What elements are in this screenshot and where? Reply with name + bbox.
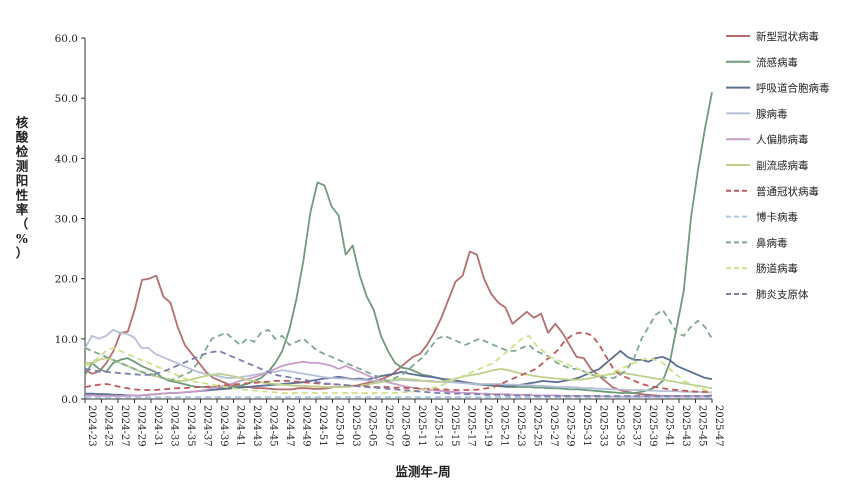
x-tick-label: 2025-07 — [383, 405, 394, 447]
x-tick-label: 2025-39 — [647, 405, 658, 447]
legend-label-5: 副流感病毒 — [756, 159, 809, 172]
y-axis-ticks: 0.0 10.0 20.0 30.0 40.0 50.0 60.0 — [55, 33, 85, 406]
series-line-8 — [84, 309, 713, 382]
legend-label-9: 肠道病毒 — [756, 262, 798, 275]
x-tick-label: 2024-29 — [136, 405, 147, 447]
x-tick-label: 2024-31 — [152, 405, 163, 447]
x-tick-label: 2025-41 — [664, 405, 675, 447]
legend-label-6: 普通冠状病毒 — [756, 185, 819, 198]
legend-label-0: 新型冠状病毒 — [756, 30, 819, 43]
x-tick-label: 2025-19 — [482, 405, 493, 447]
x-tick-label: 2025-05 — [367, 405, 378, 447]
legend-label-3: 腺病毒 — [756, 107, 788, 120]
series-line-9 — [84, 334, 713, 394]
x-tick-label: 2024-33 — [169, 405, 180, 447]
series-line-1 — [84, 92, 713, 394]
x-tick-label: 2024-37 — [202, 405, 213, 447]
y-tick-label: 40.0 — [55, 153, 78, 165]
x-tick-label: 2024-27 — [119, 405, 130, 447]
x-tick-label: 2024-39 — [218, 405, 229, 447]
y-tick-label: 30.0 — [55, 214, 78, 226]
x-tick-label: 2025-17 — [466, 405, 477, 447]
x-tick-label: 2025-23 — [515, 405, 526, 447]
x-tick-label: 2024-51 — [317, 405, 328, 447]
x-tick-label: 2025-13 — [433, 405, 444, 447]
x-tick-label: 2024-49 — [301, 405, 312, 447]
x-tick-label: 2025-43 — [680, 405, 691, 447]
x-tick-label: 2025-25 — [532, 405, 543, 447]
series-lines — [84, 92, 713, 399]
legend-label-8: 鼻病毒 — [756, 236, 788, 249]
x-tick-label: 2024-45 — [268, 405, 279, 447]
x-tick-label: 2024-25 — [103, 405, 114, 447]
x-tick-label: 2025-31 — [581, 405, 592, 447]
y-tick-label: 60.0 — [55, 33, 78, 45]
x-tick-label: 2024-43 — [251, 405, 262, 447]
y-tick-label: 10.0 — [55, 334, 78, 346]
legend: 新型冠状病毒流感病毒呼吸道合胞病毒腺病毒人偏肺病毒副流感病毒普通冠状病毒博卡病毒… — [726, 30, 830, 301]
x-tick-label: 2025-29 — [565, 405, 576, 447]
legend-label-4: 人偏肺病毒 — [756, 133, 809, 146]
y-tick-label: 0.0 — [61, 394, 78, 406]
x-tick-label: 2025-37 — [631, 405, 642, 447]
x-tick-label: 2025-45 — [697, 405, 708, 447]
series-line-0 — [84, 250, 713, 398]
legend-label-2: 呼吸道合胞病毒 — [756, 82, 830, 95]
x-tick-label: 2025-21 — [499, 405, 510, 447]
x-tick-label: 2025-11 — [416, 405, 427, 447]
x-tick-label: 2024-47 — [284, 405, 295, 447]
legend-label-7: 博卡病毒 — [756, 211, 798, 224]
x-tick-label: 2025-27 — [548, 405, 559, 447]
x-tick-label: 2024-35 — [185, 405, 196, 447]
x-tick-label: 2025-01 — [334, 405, 345, 447]
x-tick-label: 2025-15 — [449, 405, 460, 447]
series-line-6 — [84, 331, 713, 394]
y-axis-label: 核酸检测阳性率（%） — [15, 115, 29, 261]
axes — [84, 38, 712, 400]
x-tick-label: 2025-03 — [350, 405, 361, 447]
x-axis-label: 监测年-周 — [395, 464, 450, 479]
x-tick-label: 2025-09 — [400, 405, 411, 447]
x-axis-ticks: 2024-23 2024-25 2024-27 2024-29 2024-31 2024-… — [84, 399, 724, 447]
x-tick-label: 2024-23 — [86, 405, 97, 447]
legend-label-10: 肺炎支原体 — [756, 289, 809, 301]
x-tick-label: 2025-47 — [713, 405, 724, 447]
series-line-10 — [84, 349, 712, 397]
x-tick-label: 2024-41 — [235, 405, 246, 447]
y-tick-label: 20.0 — [55, 274, 78, 286]
legend-label-1: 流感病毒 — [756, 56, 798, 69]
y-tick-label: 50.0 — [55, 93, 78, 105]
x-tick-label: 2025-33 — [598, 405, 609, 447]
x-tick-label: 2025-35 — [614, 405, 625, 447]
